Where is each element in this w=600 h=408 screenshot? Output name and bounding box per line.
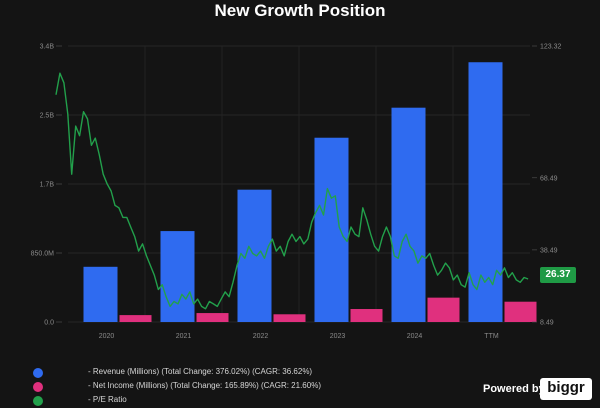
x-tick-label: TTM xyxy=(484,333,499,340)
y-left-tick-label: 3.4B xyxy=(40,44,55,51)
pe-ratio-line xyxy=(55,72,529,310)
y-right-tick-label: 68.49 xyxy=(540,175,558,182)
legend-label-revenue: - Revenue (Millions) (Total Change: 376.… xyxy=(88,367,313,376)
x-tick-label: 2022 xyxy=(253,333,269,340)
powered-by-text: Powered by xyxy=(483,383,545,395)
net-income-dot-icon xyxy=(33,382,43,392)
legend-label-net-income: - Net Income (Millions) (Total Change: 1… xyxy=(88,381,321,390)
y-left-tick-label: 0.0 xyxy=(44,320,54,327)
bar-net-income xyxy=(504,301,537,322)
bar-net-income xyxy=(273,314,306,322)
bar-net-income xyxy=(350,309,383,322)
x-tick-label: 2024 xyxy=(407,333,423,340)
y-right-tick-label: 38.49 xyxy=(540,247,558,254)
x-tick-label: 2021 xyxy=(176,333,192,340)
bar-revenue xyxy=(391,107,426,322)
y-left-tick-label: 2.5B xyxy=(40,113,55,120)
bar-net-income xyxy=(119,315,152,322)
y-left-tick-label: 850.0M xyxy=(31,251,55,258)
x-tick-label: 2023 xyxy=(330,333,346,340)
pe-ratio-dot-icon xyxy=(33,396,43,406)
legend-item-revenue[interactable]: - Revenue (Millions) (Total Change: 376.… xyxy=(0,366,480,380)
bar-net-income xyxy=(196,313,229,322)
revenue-dot-icon xyxy=(33,368,43,378)
y-right-tick-label: 123.32 xyxy=(540,44,562,51)
brand-logo[interactable]: biggr xyxy=(540,378,592,400)
bar-revenue xyxy=(160,231,195,322)
y-left-tick-label: 1.7B xyxy=(40,182,55,189)
x-tick-label: 2020 xyxy=(99,333,115,340)
bar-net-income xyxy=(427,297,460,322)
y-right-tick-label: 8.49 xyxy=(540,320,554,327)
pe-ratio-badge: 26.37 xyxy=(540,267,576,283)
chart-title: New Growth Position xyxy=(214,1,386,20)
bar-revenue xyxy=(83,266,118,322)
legend-item-net-income[interactable]: - Net Income (Millions) (Total Change: 1… xyxy=(0,380,480,394)
bar-revenue xyxy=(314,137,349,322)
legend-item-pe-ratio[interactable]: - P/E Ratio xyxy=(0,394,480,408)
bar-revenue xyxy=(468,62,503,323)
